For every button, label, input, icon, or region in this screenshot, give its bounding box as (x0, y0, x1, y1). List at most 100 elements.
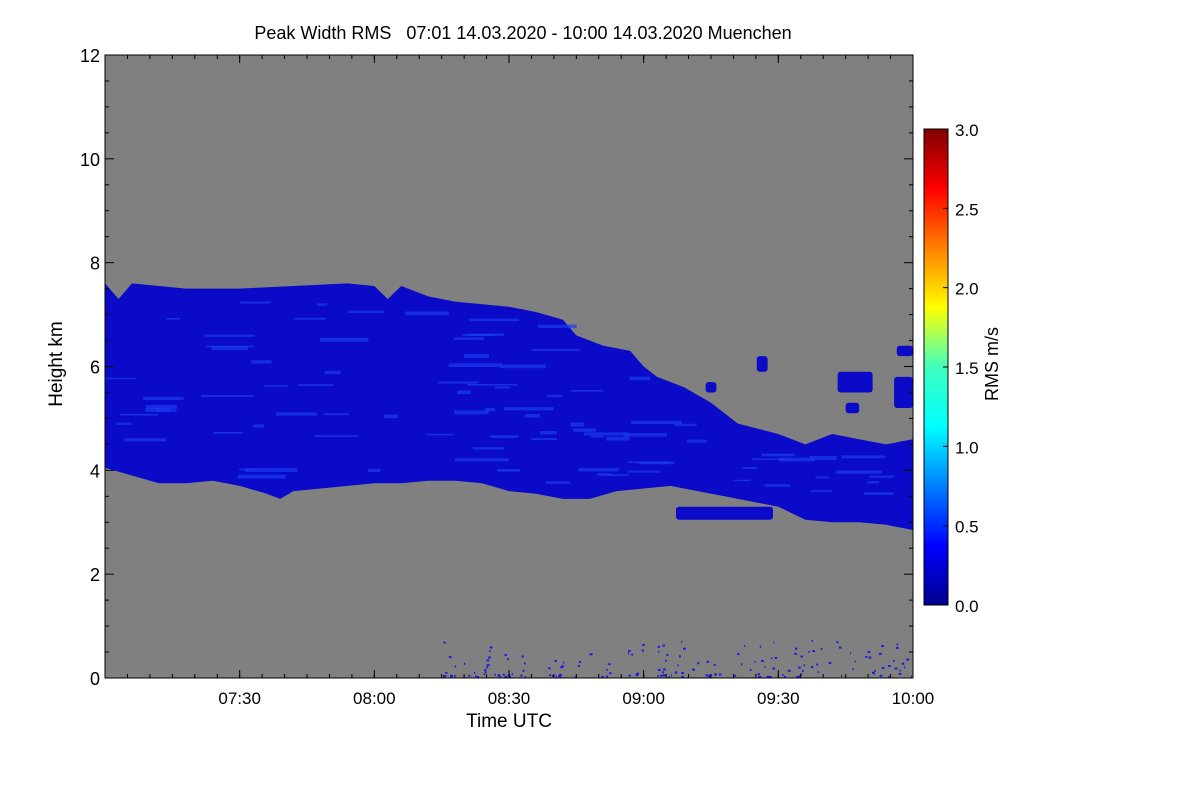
cloud-texture-streak (438, 381, 479, 384)
noise-speck (881, 645, 884, 648)
noise-speck (468, 674, 471, 677)
cloud-texture-streak (316, 303, 328, 306)
noise-speck (449, 656, 452, 659)
noise-speck (521, 655, 524, 658)
cloud-texture-streak (764, 484, 791, 487)
cloud-texture-streak (573, 428, 597, 432)
x-axis: 07:30 08:00 08:30 09:00 09:30 10:00 (126, 55, 935, 708)
noise-speck (494, 673, 496, 676)
noise-speck (445, 671, 448, 674)
noise-speck (888, 675, 890, 678)
noise-speck (662, 674, 666, 677)
noise-speck (787, 669, 791, 672)
cloud-texture-streak (105, 377, 136, 380)
cloud-texture-streak (570, 390, 603, 392)
noise-speck (872, 671, 875, 674)
noise-speck (881, 667, 885, 669)
noise-speck (795, 647, 798, 650)
cloud-texture-streak (405, 311, 450, 316)
noise-speck (668, 676, 670, 678)
noise-speck (520, 674, 523, 677)
cloud-texture-streak (779, 457, 815, 462)
noise-speck (641, 649, 644, 652)
cloud-texture-streak (538, 324, 577, 329)
noise-speck (589, 653, 593, 656)
noise-speck (454, 665, 457, 668)
noise-speck (524, 676, 527, 678)
cloud-layer-main (105, 283, 913, 530)
cloud-texture-streak (815, 476, 830, 479)
cloud-texture-streak (324, 413, 349, 416)
cloud-texture-streak (454, 458, 509, 462)
noise-speck (522, 669, 525, 672)
noise-speck (707, 675, 711, 678)
noise-speck (899, 669, 901, 672)
noise-speck (794, 652, 797, 655)
noise-speck (783, 675, 786, 678)
noise-speck (677, 664, 679, 667)
cloud-fragment (676, 506, 773, 520)
noise-speck (443, 675, 447, 678)
noise-speck (579, 660, 582, 663)
noise-speck (487, 659, 490, 662)
noise-speck (879, 674, 883, 677)
colorbar-tick-label: 2.0 (955, 280, 979, 299)
noise-speck (657, 675, 659, 678)
noise-speck (443, 641, 446, 644)
cloud-fragment (705, 382, 717, 393)
noise-speck (559, 674, 562, 676)
cloud-texture-streak (211, 346, 248, 351)
y-tick-label: 0 (90, 669, 100, 689)
noise-speck (867, 650, 871, 653)
cloud-texture-streak (500, 364, 546, 369)
noise-speck (850, 652, 851, 655)
noise-speck (852, 668, 854, 671)
noise-speck (577, 665, 580, 667)
noise-speck (911, 675, 912, 678)
cloud-texture-streak (457, 390, 471, 394)
noise-speck (483, 673, 485, 676)
noise-speck (657, 669, 661, 671)
colorbar-ticks: 0.0 0.5 1.0 1.5 2.0 2.5 3.0 (943, 121, 979, 616)
noise-speck (799, 675, 801, 678)
noise-speck (811, 640, 813, 642)
noise-speck (562, 665, 564, 667)
cloud-texture-streak (497, 469, 521, 472)
cloud-texture-streak (733, 479, 751, 482)
noise-speck (666, 653, 669, 656)
noise-speck (841, 674, 843, 677)
cloud-texture-streak (841, 455, 885, 459)
noise-speck (828, 662, 832, 665)
x-tick-label: 10:00 (892, 689, 935, 708)
cloud-texture-streak (120, 413, 158, 416)
noise-speck (454, 675, 456, 678)
noise-speck (665, 659, 667, 662)
cloud-texture-streak (490, 435, 519, 438)
noise-speck (812, 650, 815, 653)
cloud-texture-streak (524, 413, 540, 418)
noise-speck (854, 660, 856, 663)
cloud-texture-streak (547, 394, 563, 398)
noise-speck (683, 647, 686, 650)
y-tick-label: 4 (90, 461, 100, 481)
cloud-texture-streak (201, 394, 254, 397)
cloud-texture-streak (239, 468, 253, 471)
noise-speck (898, 673, 902, 675)
cloud-texture-streak (600, 474, 629, 476)
noise-speck (662, 671, 664, 674)
noise-speck (631, 653, 634, 656)
noise-speck (773, 641, 775, 644)
noise-speck (485, 669, 487, 672)
noise-speck (681, 640, 683, 643)
noise-speck (463, 662, 466, 665)
noise-speck (548, 667, 551, 670)
cloud-texture-streak (623, 433, 668, 437)
noise-speck (904, 666, 906, 669)
noise-speck (800, 673, 803, 676)
y-tick-label: 6 (90, 358, 100, 378)
noise-speck (811, 665, 814, 668)
noise-speck (797, 675, 799, 678)
cloud-fragment (837, 371, 873, 393)
noise-speck (606, 675, 608, 678)
noise-speck (714, 673, 717, 676)
